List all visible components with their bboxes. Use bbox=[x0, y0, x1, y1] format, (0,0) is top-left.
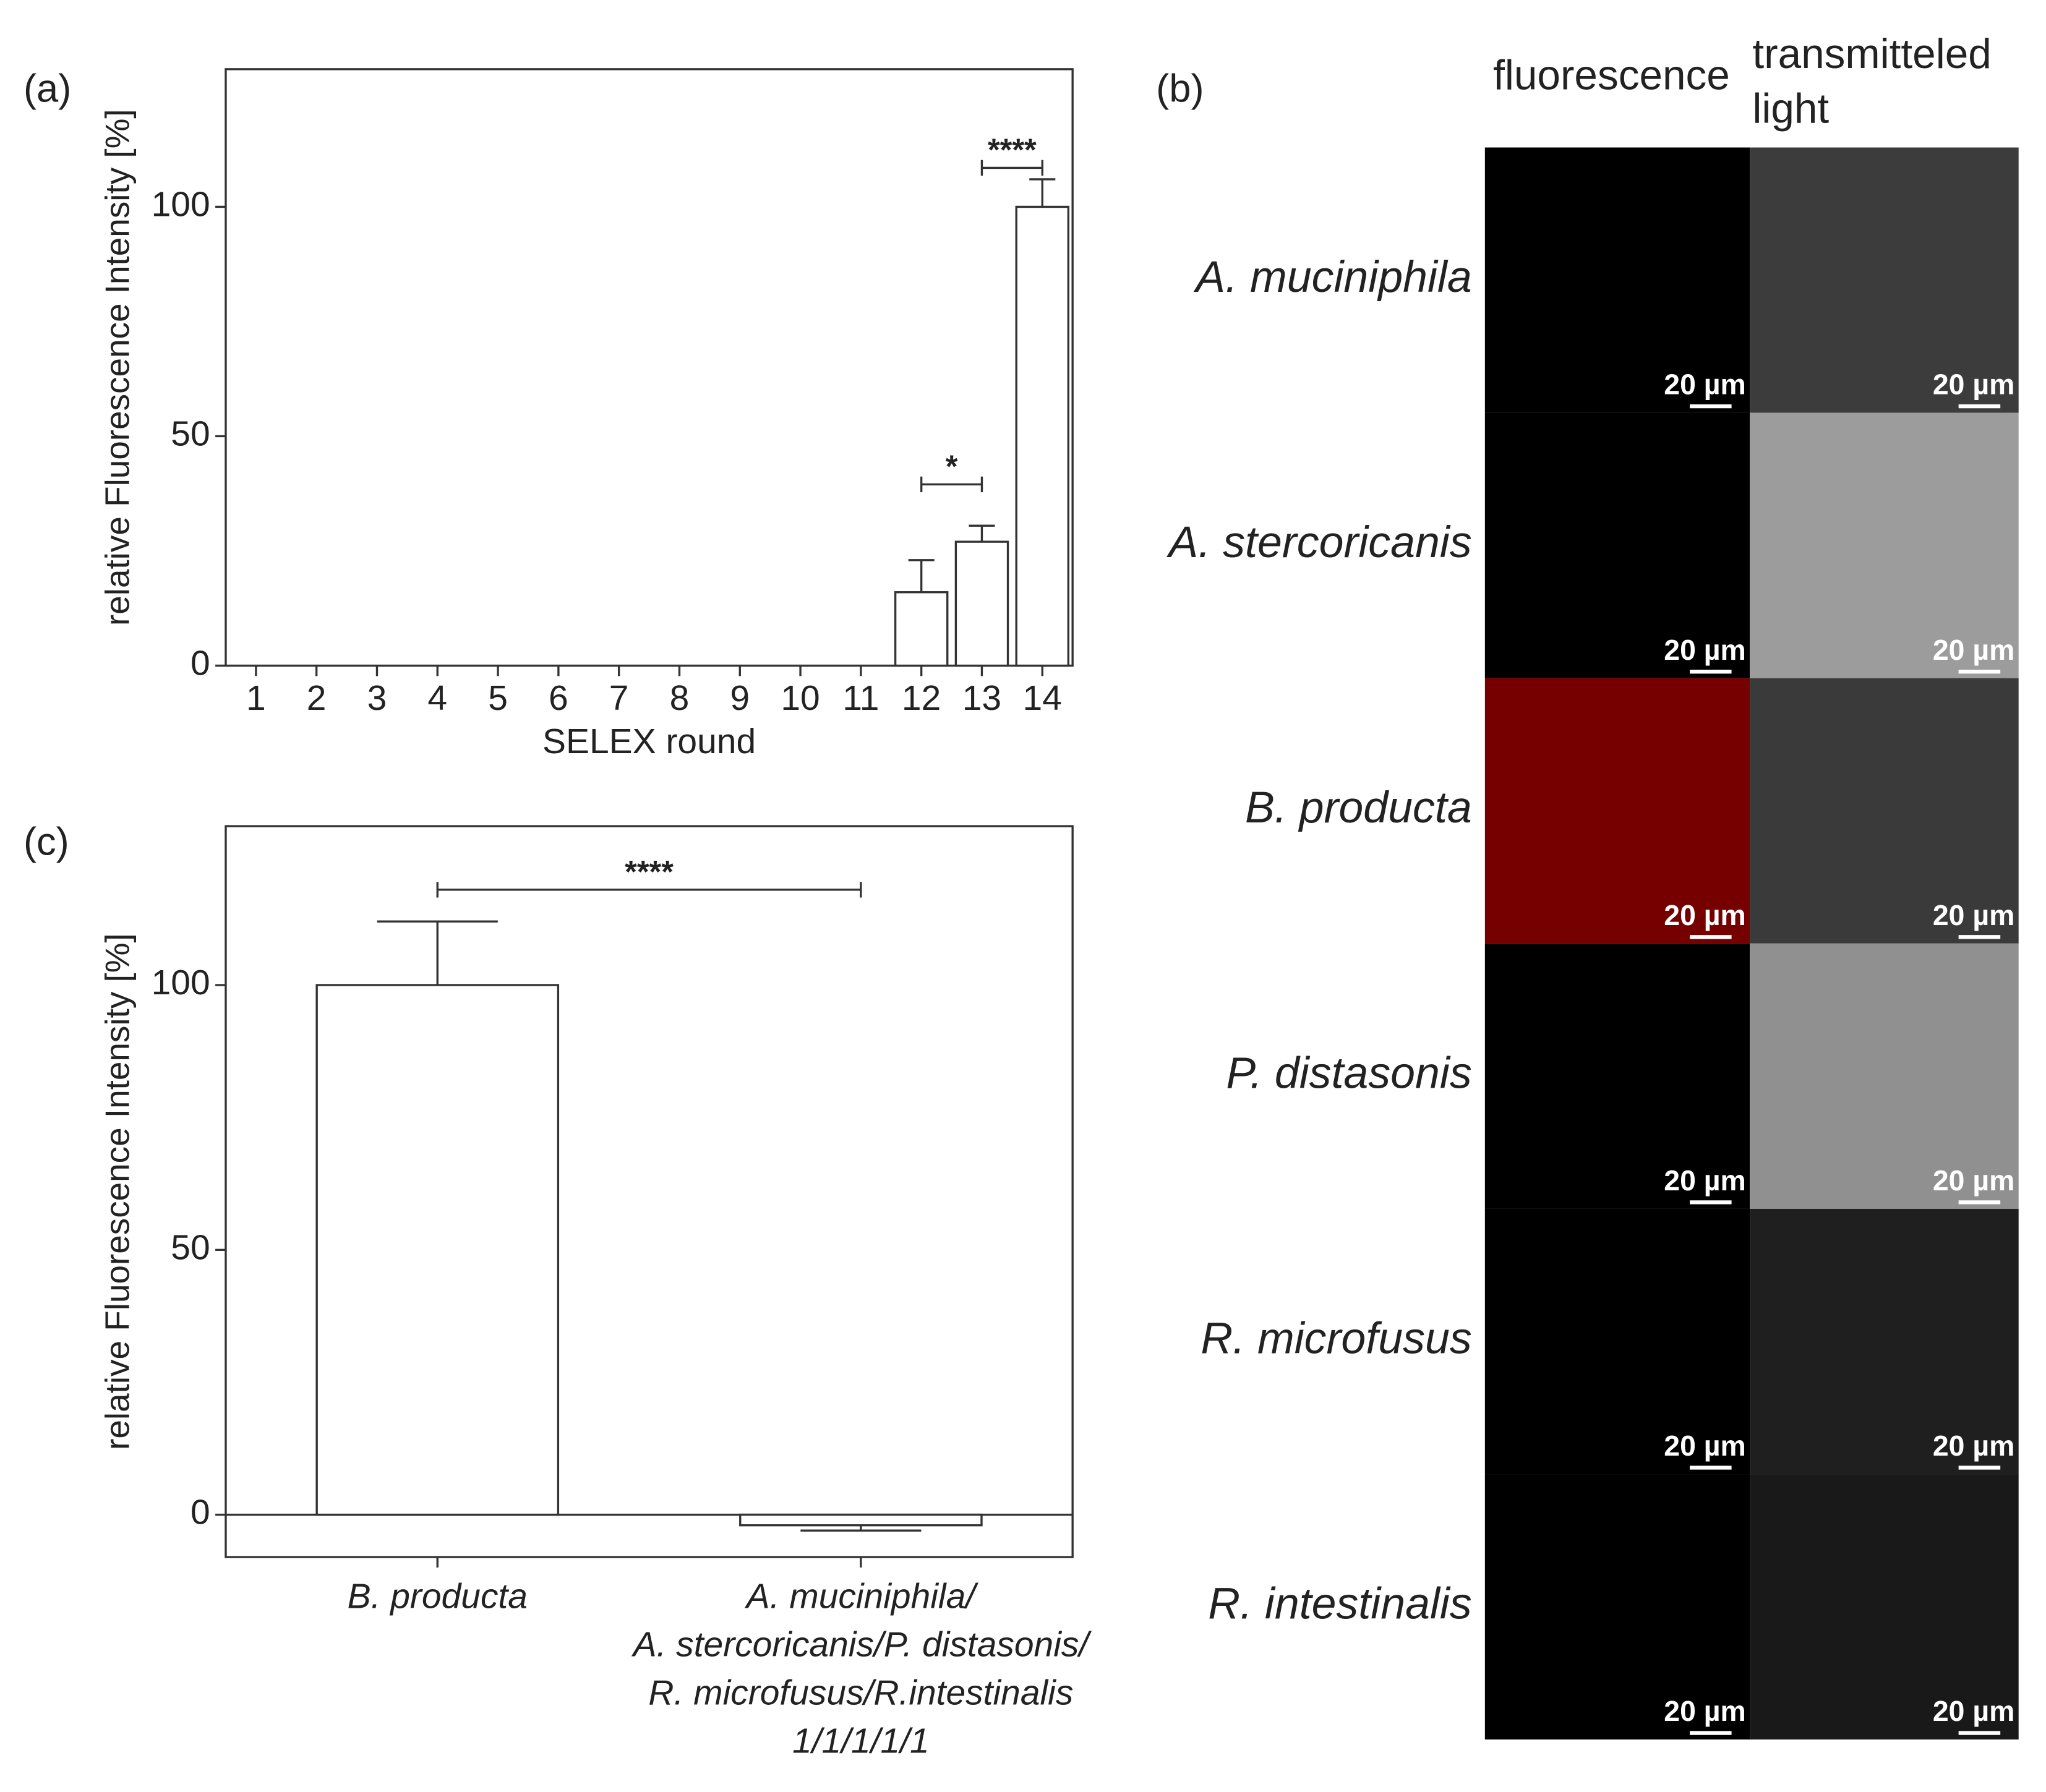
x-tick-label: 5 bbox=[488, 678, 508, 718]
x-tick-label: 9 bbox=[730, 678, 750, 718]
micrograph bbox=[1750, 943, 2019, 1209]
scale-bar-label: 20 µm bbox=[1933, 1164, 2014, 1197]
y-tick-label: 0 bbox=[190, 1493, 210, 1532]
x-tick-label: 4 bbox=[427, 678, 448, 718]
y-axis-label: relative Fluorescence Intensity [%] bbox=[98, 109, 137, 626]
y-tick-label: 100 bbox=[152, 185, 210, 224]
scale-bar-label: 20 µm bbox=[1933, 1695, 2014, 1727]
x-tick-label: 12 bbox=[901, 678, 941, 718]
column-header: fluorescence bbox=[1493, 52, 1730, 98]
micrograph bbox=[1484, 943, 1750, 1209]
x-tick-label: 7 bbox=[609, 678, 629, 718]
column-header: transmitteled light bbox=[1752, 30, 1992, 132]
x-tick-label: 14 bbox=[1022, 678, 1062, 718]
bar bbox=[954, 540, 1009, 667]
species-label: R. intestinalis bbox=[1208, 1579, 1471, 1629]
x-tick-label: 6 bbox=[548, 678, 568, 718]
bar bbox=[739, 1513, 983, 1527]
panel-label: (a) bbox=[24, 67, 71, 110]
species-label: A. muciniphila bbox=[1193, 252, 1471, 302]
species-label: P. distasonis bbox=[1226, 1048, 1471, 1098]
bar bbox=[315, 984, 560, 1516]
x-tick-label: 13 bbox=[962, 678, 1002, 718]
significance-label: * bbox=[946, 448, 958, 484]
x-tick-label: A. muciniphila/ A. stercoricanis/P. dist… bbox=[633, 1576, 1089, 1761]
scale-bar-label: 20 µm bbox=[1933, 1430, 2014, 1462]
scale-bar-label: 20 µm bbox=[1933, 369, 2014, 401]
scale-bar-label: 20 µm bbox=[1664, 1695, 1745, 1727]
scale-bar-label: 20 µm bbox=[1933, 634, 2014, 666]
scale-bar-label: 20 µm bbox=[1664, 1430, 1745, 1462]
species-label: A. stercoricanis bbox=[1166, 518, 1472, 567]
scale-bar-label: 20 µm bbox=[1664, 1164, 1745, 1197]
micrograph bbox=[1484, 1208, 1750, 1475]
micrograph bbox=[1750, 1208, 2019, 1475]
scale-bar-label: 20 µm bbox=[1933, 899, 2014, 931]
x-tick-label: 3 bbox=[367, 678, 387, 718]
bar bbox=[894, 591, 949, 667]
significance-label: **** bbox=[988, 132, 1037, 167]
y-tick-label: 50 bbox=[171, 1227, 210, 1267]
x-tick-label: B. producta bbox=[347, 1576, 528, 1616]
x-tick-label: 1 bbox=[246, 678, 266, 718]
species-label: R. microfusus bbox=[1201, 1313, 1471, 1363]
y-tick-label: 100 bbox=[152, 963, 210, 1002]
micrograph bbox=[1750, 412, 2019, 678]
y-axis-label: relative Fluorescence Intensity [%] bbox=[98, 933, 137, 1450]
micrograph bbox=[1484, 678, 1750, 944]
micrograph bbox=[1750, 147, 2019, 413]
y-tick-label: 50 bbox=[171, 414, 210, 453]
significance-label: **** bbox=[625, 854, 674, 889]
scale-bar-label: 20 µm bbox=[1664, 634, 1745, 666]
micrograph bbox=[1750, 1474, 2019, 1740]
x-tick-label: 8 bbox=[669, 678, 690, 718]
x-tick-label: 2 bbox=[306, 678, 327, 718]
micrograph bbox=[1750, 678, 2019, 944]
y-tick-label: 0 bbox=[190, 643, 210, 683]
micrograph bbox=[1484, 412, 1750, 678]
scale-bar-label: 20 µm bbox=[1664, 899, 1745, 931]
panel-label: (c) bbox=[24, 820, 69, 863]
micrograph bbox=[1484, 147, 1750, 413]
bar bbox=[1015, 205, 1070, 667]
species-label: B. producta bbox=[1245, 783, 1472, 832]
micrograph bbox=[1484, 1474, 1750, 1740]
x-tick-label: 10 bbox=[781, 678, 820, 718]
plot-frame bbox=[225, 68, 1074, 667]
x-axis-label: SELEX round bbox=[542, 722, 756, 761]
panel-label: (b) bbox=[1156, 67, 1204, 110]
scale-bar-label: 20 µm bbox=[1664, 369, 1745, 401]
x-tick-label: 11 bbox=[842, 678, 880, 718]
plot-frame bbox=[225, 825, 1074, 1558]
